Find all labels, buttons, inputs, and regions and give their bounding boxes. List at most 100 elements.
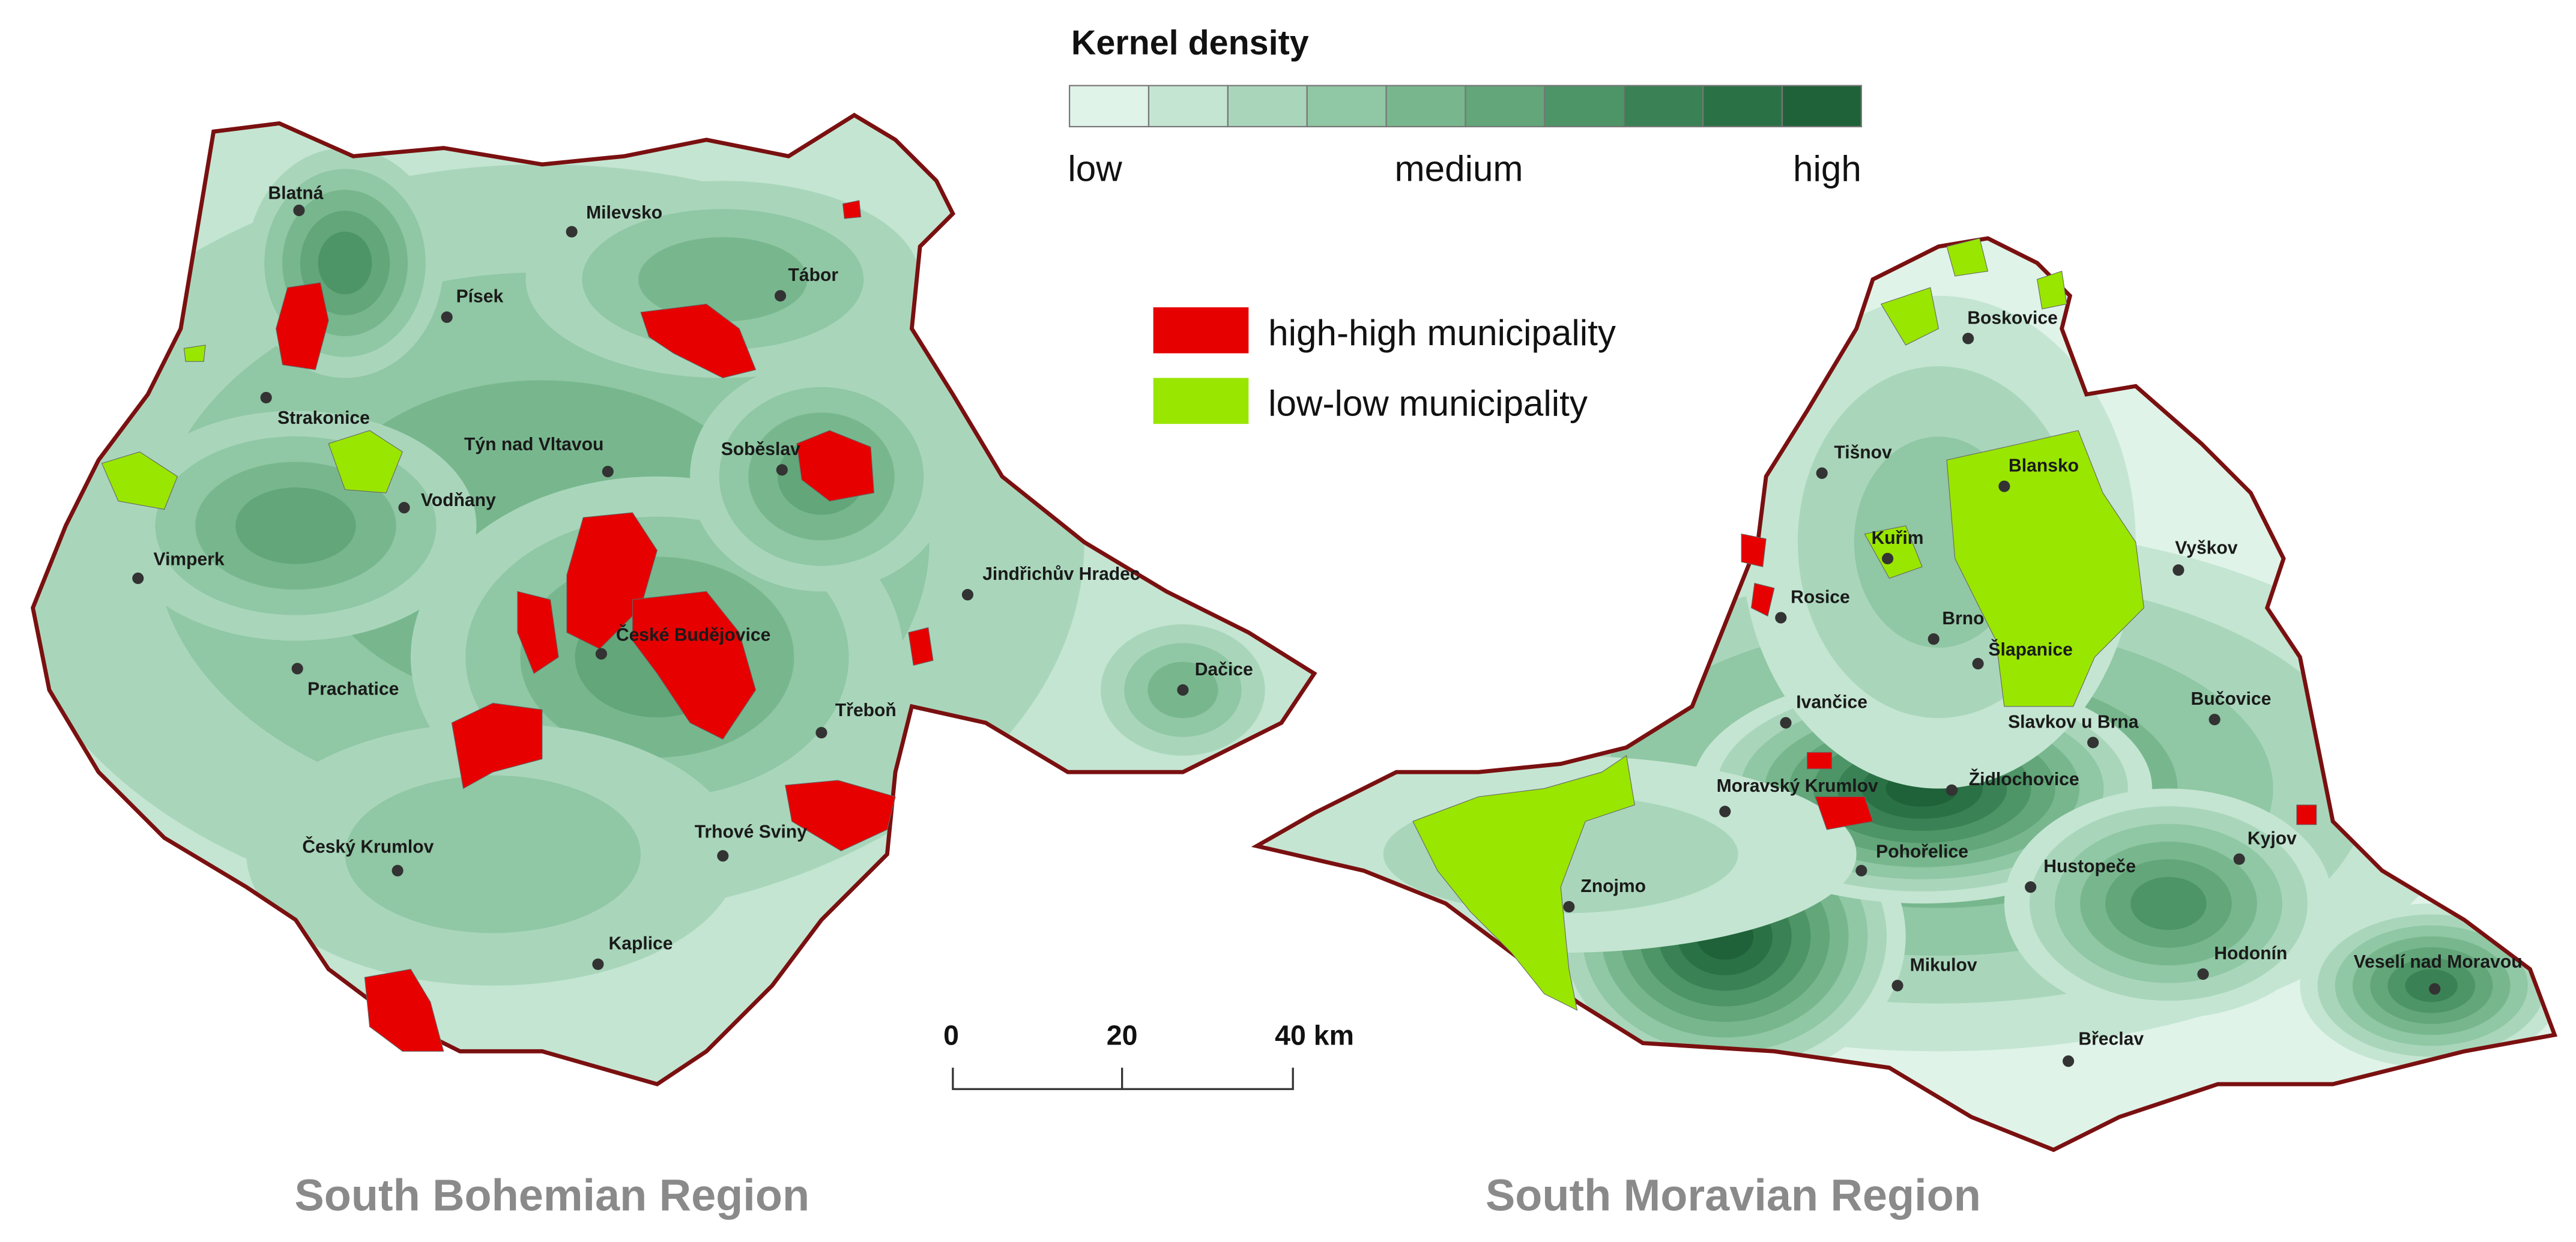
high-high-patch: [908, 627, 934, 666]
city-dot: [815, 726, 827, 739]
category-label: low-low municipality: [1268, 384, 1588, 424]
density-ramp: [1069, 85, 1862, 128]
city-label: Boskovice: [1967, 308, 2057, 328]
city-dot: [2063, 1055, 2075, 1067]
city-dot: [1891, 980, 1903, 992]
category-swatch: [1153, 307, 1249, 354]
category-legend: high-high municipality low-low municipali…: [1153, 307, 1616, 424]
city-dot: [1998, 480, 2010, 492]
ramp-swatch: [1147, 85, 1229, 128]
legend-high: high: [1793, 148, 1861, 188]
low-low-patch: [2036, 271, 2067, 310]
high-high-patch: [1807, 752, 1833, 770]
city-label: Kuřim: [1872, 528, 1924, 548]
scale-bar: 0 20 40 km: [943, 1019, 1354, 1090]
high-high-patch: [632, 591, 757, 740]
ramp-swatch: [1385, 85, 1466, 128]
city-dot: [1563, 900, 1575, 913]
city-dot: [1855, 864, 1867, 876]
ramp-swatch: [1306, 85, 1387, 128]
city-dot: [392, 864, 404, 876]
high-high-patch: [566, 512, 658, 650]
city-dot: [291, 663, 303, 675]
city-label: Kyjov: [2248, 829, 2297, 849]
city-dot: [1962, 333, 1974, 345]
city-label: České Budějovice: [616, 624, 770, 645]
city-dot: [776, 464, 788, 476]
city-label: Hustopeče: [2043, 857, 2136, 876]
city-dot: [1816, 467, 1828, 479]
high-high-patch: [364, 968, 444, 1052]
city-label: Milevsko: [586, 203, 662, 223]
city-dot: [961, 589, 974, 601]
legend-title: Kernel density: [1071, 24, 1309, 62]
high-high-patch: [276, 282, 329, 370]
low-low-patch: [183, 345, 206, 362]
legend-medium: medium: [1395, 148, 1523, 188]
city-dot: [1882, 552, 1894, 565]
city-label: Blansko: [2009, 456, 2079, 476]
city-dot: [1780, 717, 1792, 729]
city-dot: [592, 958, 604, 970]
high-high-patch: [796, 430, 875, 502]
city-dot: [260, 391, 272, 403]
category-label: high-high municipality: [1268, 313, 1616, 353]
city-dot: [2197, 968, 2209, 980]
city-label: Rosice: [1791, 587, 1850, 607]
city-dot: [2209, 714, 2221, 726]
city-label: Veselí nad Moravou: [2354, 952, 2523, 972]
scale-bar-line: [952, 1067, 1294, 1090]
high-high-patch: [1750, 582, 1775, 617]
low-low-patch: [328, 430, 403, 493]
city-label: Ivančice: [1796, 693, 1867, 713]
city-label: Moravský Krumlov: [1717, 776, 1878, 796]
city-label: Brno: [1942, 609, 1984, 629]
city-dot: [2429, 983, 2441, 995]
city-dot: [1927, 633, 1940, 645]
low-low-patch: [1880, 287, 1940, 346]
high-high-patch: [785, 780, 896, 852]
city-label: Znojmo: [1580, 876, 1646, 896]
city-dot: [1972, 658, 1984, 670]
city-dot: [132, 572, 144, 584]
city-label: Bučovice: [2191, 689, 2272, 709]
city-dot: [1719, 806, 1731, 818]
city-dot: [2087, 737, 2099, 749]
high-high-patch: [640, 303, 757, 379]
density-band: [235, 487, 356, 564]
city-label: Písek: [456, 287, 504, 307]
city-label: Břeclav: [2078, 1029, 2144, 1049]
ramp-swatch: [1544, 85, 1625, 128]
low-low-patch: [1864, 525, 1923, 579]
city-dot: [566, 226, 578, 238]
high-high-patch: [451, 702, 543, 789]
high-high-patch: [2296, 804, 2317, 825]
ramp-swatch: [1702, 85, 1783, 128]
ramp-swatch: [1227, 85, 1308, 128]
low-low-patch: [1946, 430, 2145, 707]
city-label: Vimperk: [154, 549, 225, 569]
city-dot: [602, 465, 614, 478]
scale-label: 0: [943, 1019, 959, 1051]
low-low-patch: [101, 451, 178, 510]
city-label: Kaplice: [609, 934, 673, 954]
city-dot: [717, 850, 729, 862]
low-low-patch: [1412, 755, 1635, 1011]
city-label: Prachatice: [307, 680, 399, 699]
city-label: Soběslav: [721, 439, 800, 459]
low-low-patch: [1946, 238, 1989, 277]
legend-low: low: [1068, 148, 1122, 188]
density-band: [345, 775, 641, 933]
city-label: Slavkov u Brna: [2008, 712, 2139, 732]
region-name: South Moravian Region: [1486, 1171, 1981, 1220]
high-high-patch: [842, 200, 862, 219]
city-label: Tišnov: [1834, 443, 1892, 463]
city-label: Trhové Sviny: [695, 822, 807, 842]
category-swatch: [1153, 378, 1249, 424]
scale-label: 20: [1107, 1019, 1138, 1051]
city-label: Mikulov: [1910, 955, 1977, 975]
city-dot: [595, 648, 607, 660]
city-label: Český Krumlov: [302, 836, 434, 857]
